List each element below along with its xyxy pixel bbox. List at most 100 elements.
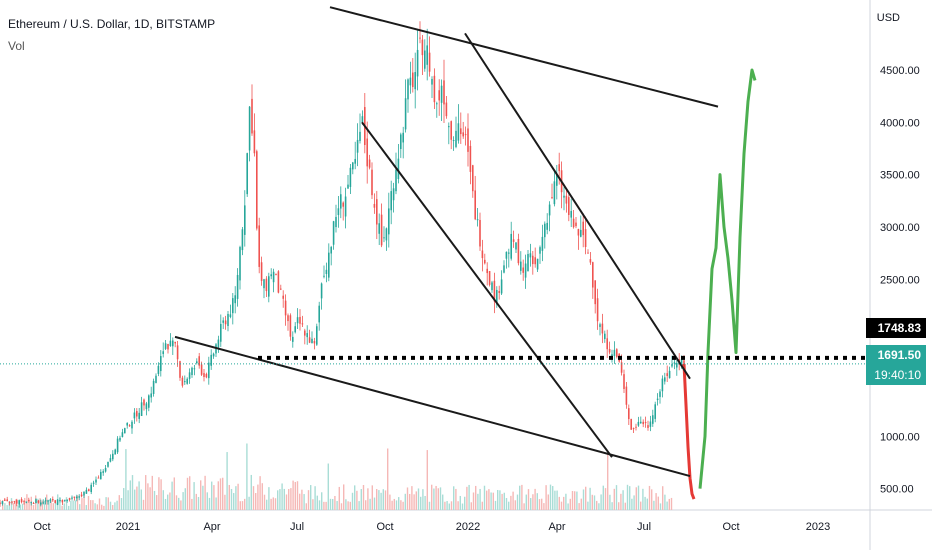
volume-bar [153, 490, 156, 510]
candle-body [378, 223, 380, 234]
volume-bar [395, 500, 398, 510]
volume-bar [615, 485, 618, 510]
volume-indicator-label: Vol [8, 39, 25, 53]
candle-body [316, 326, 318, 345]
volume-bar [325, 501, 327, 510]
price-tick-label: 3500.00 [880, 170, 920, 182]
volume-bar [659, 503, 662, 510]
volume-bar [420, 496, 422, 510]
volume-bar [92, 500, 94, 510]
volume-bar [173, 477, 175, 510]
volume-bar [279, 489, 281, 510]
volume-bar [98, 498, 101, 510]
volume-bar [468, 484, 470, 510]
candle-body [460, 128, 462, 135]
volume-bar [556, 490, 558, 510]
volume-bar [354, 485, 356, 510]
candle-body [244, 205, 246, 235]
volume-bar [299, 493, 301, 510]
candle-body [66, 499, 68, 501]
candle-body [64, 499, 66, 501]
volume-bar [83, 496, 85, 510]
volume-bar [156, 495, 158, 510]
volume-bar [644, 496, 646, 510]
candle-body [335, 216, 337, 228]
volume-bar [314, 486, 316, 510]
volume-bar [248, 496, 250, 510]
candle-body [563, 195, 565, 198]
volume-bar [182, 492, 184, 510]
candle-body [404, 98, 407, 130]
volume-bar [268, 487, 270, 510]
candle-body [392, 188, 395, 201]
volume-bar [13, 503, 15, 510]
volume-bar [294, 481, 296, 510]
volume-bar [274, 498, 277, 510]
time-tick-label: Oct [33, 521, 50, 533]
candle-body [356, 139, 359, 153]
volume-bar [233, 493, 235, 510]
candle-body [296, 317, 299, 324]
volume-bar [312, 499, 314, 510]
volume-bar [538, 499, 541, 510]
candle-body [200, 364, 203, 375]
candle-body [498, 291, 500, 293]
candle-body [205, 373, 208, 378]
candle-body [366, 138, 368, 167]
volume-bar [193, 482, 195, 510]
volume-bar [323, 501, 325, 510]
volume-bar [237, 483, 239, 510]
volume-bar [554, 490, 556, 510]
volume-bar [213, 485, 215, 510]
candle-body [246, 153, 248, 195]
volume-bar [549, 484, 552, 510]
candle-body [469, 145, 472, 172]
candle-body [572, 218, 575, 228]
candle-body [580, 229, 582, 237]
candle-body [268, 276, 270, 297]
candle-body [628, 408, 630, 420]
candle-body [558, 164, 560, 172]
volume-bar [129, 480, 131, 510]
volume-bar [310, 485, 312, 510]
candle-body [330, 246, 332, 254]
price-tick-label: 2500.00 [880, 274, 920, 286]
candle-body [292, 336, 294, 342]
candle-body [337, 208, 340, 216]
projection-down-path [682, 363, 696, 500]
volume-bar [461, 503, 464, 510]
last-price-tag: 1691.50 [866, 345, 926, 365]
volume-bar [435, 485, 437, 510]
volume-bar [536, 493, 538, 510]
volume-bar [266, 499, 268, 510]
volume-bar [118, 495, 120, 510]
volume-bar [37, 498, 39, 510]
candle-body [179, 361, 181, 378]
candle-body [577, 229, 580, 236]
volume-bar [191, 498, 193, 510]
volume-bar [74, 500, 76, 510]
volume-bar [277, 490, 279, 510]
volume-bar [228, 484, 230, 510]
candle-body [596, 298, 599, 322]
volume-bar [305, 503, 307, 510]
candle-body [76, 496, 78, 499]
candle-body [224, 320, 227, 325]
volume-bar [437, 488, 439, 510]
volume-bar [290, 488, 292, 510]
candle-body [184, 381, 186, 383]
candle-body [652, 415, 654, 424]
volume-bar [167, 494, 169, 510]
volume-bar [186, 477, 189, 510]
candle-body [172, 340, 174, 347]
volume-bar [114, 502, 116, 510]
candle-body [599, 324, 601, 327]
candle-body [476, 219, 479, 221]
candle-body [659, 391, 661, 397]
candle-body [592, 262, 594, 288]
volume-bar [72, 500, 74, 510]
volume-bar [450, 501, 453, 510]
volume-bar [637, 485, 640, 510]
candle-body [20, 499, 23, 503]
